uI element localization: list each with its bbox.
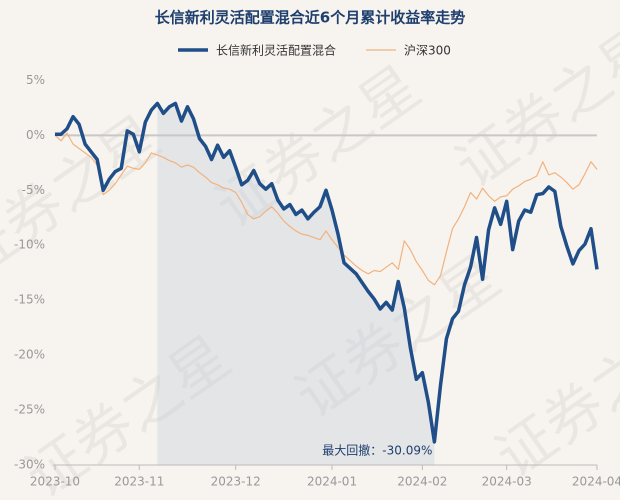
x-tick-label: 2024-02	[397, 475, 447, 489]
y-tick-label: -15%	[14, 293, 45, 307]
x-tick-label: 2023-10	[30, 475, 80, 489]
drawdown-area	[157, 103, 435, 465]
y-tick-label: -30%	[14, 458, 45, 472]
series-line	[55, 101, 599, 444]
x-tick-label: 2023-12	[211, 475, 261, 489]
y-tick-label: 5%	[26, 73, 45, 87]
y-tick-label: -20%	[14, 348, 45, 362]
series-line	[54, 132, 598, 286]
legend-label: 沪深300	[404, 44, 451, 58]
x-tick-label: 2023-11	[114, 475, 164, 489]
y-tick-label: -5%	[22, 183, 45, 197]
y-tick-label: 0%	[26, 128, 45, 142]
x-tick-label: 2024-03	[482, 475, 532, 489]
x-tick-label: 2024-01	[307, 475, 357, 489]
y-tick-label: -10%	[14, 238, 45, 252]
annotation: 最大回撤：-30.09%	[322, 443, 432, 458]
y-tick-label: -25%	[14, 403, 45, 417]
x-tick-label: 2024-04	[572, 475, 620, 489]
legend-label: 长信新利灵活配置混合	[216, 43, 336, 58]
chart-title: 长信新利灵活配置混合近6个月累计收益率走势	[155, 9, 465, 27]
